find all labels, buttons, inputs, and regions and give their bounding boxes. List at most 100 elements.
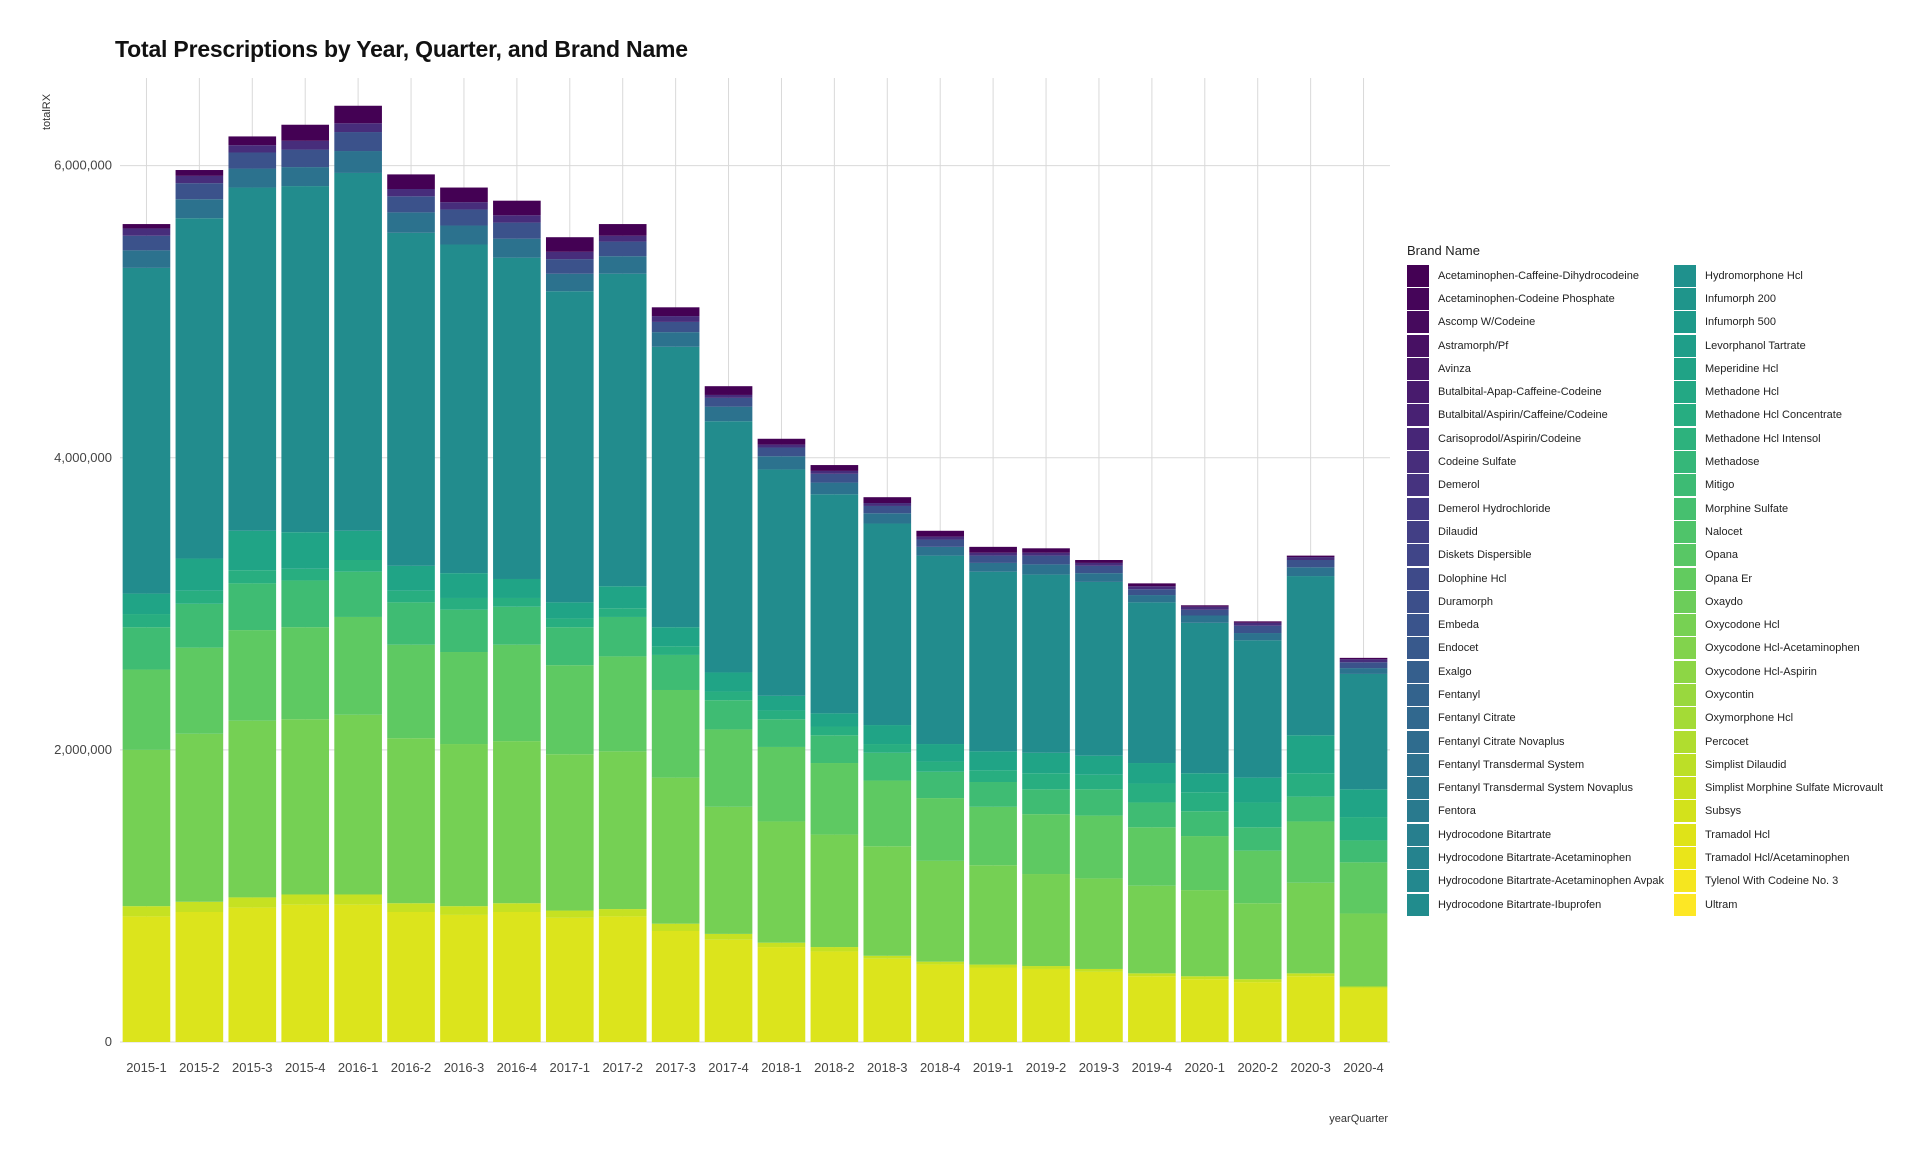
bar-segment <box>175 170 224 176</box>
bar-stack <box>122 224 171 1042</box>
bar-segment <box>281 124 330 141</box>
bar-segment <box>1180 606 1229 610</box>
bar-segment <box>334 105 382 124</box>
bar-segment <box>1233 625 1282 634</box>
legend-item: Oxycodone Hcl <box>1674 613 1920 637</box>
bar-segment <box>1180 609 1229 616</box>
bar-segment <box>1128 595 1176 603</box>
bar-segment <box>1339 817 1388 841</box>
bar-segment <box>704 939 753 1042</box>
bar-segment <box>1339 987 1388 1042</box>
bar-segment <box>228 897 277 908</box>
legend-item: Duramorph <box>1407 590 1664 613</box>
bar-segment <box>863 780 912 847</box>
bar-segment <box>1022 966 1070 969</box>
bar-segment <box>1022 574 1070 753</box>
bar-stack <box>598 224 647 1042</box>
bar-segment <box>1128 885 1176 974</box>
legend-item: Subsys <box>1674 800 1920 823</box>
legend-swatch <box>1407 637 1429 660</box>
legend-swatch <box>1407 520 1429 543</box>
legend-swatch <box>1407 777 1429 800</box>
bar-segment <box>704 421 753 673</box>
legend-item: Methadone Hcl Concentrate <box>1674 404 1920 427</box>
bar-segment <box>969 865 1017 965</box>
bar-segment <box>1180 979 1229 1042</box>
bar-segment <box>810 494 859 714</box>
bar-segment <box>545 251 594 260</box>
bar-segment <box>1233 640 1282 778</box>
bar-segment <box>334 894 382 905</box>
bar-segment <box>440 597 488 610</box>
legend-item: Embeda <box>1407 613 1664 637</box>
legend-swatch <box>1674 427 1696 450</box>
legend-label: Acetaminophen-Codeine Phosphate <box>1438 292 1615 305</box>
bar-segment <box>704 394 753 398</box>
legend-item: Tramadol Hcl <box>1674 823 1920 846</box>
bar-stack <box>1339 657 1388 1042</box>
legend-label: Hydrocodone Bitartrate-Ibuprofen <box>1438 898 1602 911</box>
bar-segment <box>704 406 753 422</box>
legend-swatch <box>1674 637 1696 660</box>
bar-segment <box>1075 560 1123 563</box>
bar-segment <box>863 497 912 504</box>
bar-segment <box>387 912 435 1042</box>
bar-segment <box>440 187 488 203</box>
bar-segment <box>1286 773 1335 797</box>
bar-segment <box>387 590 435 603</box>
x-tick-label: 2018-4 <box>920 1060 960 1075</box>
bar-segment <box>281 568 330 581</box>
legend-swatch <box>1407 311 1429 334</box>
bar-segment <box>810 470 859 474</box>
x-tick-label: 2019-1 <box>973 1060 1013 1075</box>
legend-swatch <box>1407 590 1429 613</box>
legend-swatch <box>1407 614 1429 637</box>
bar-segment <box>1233 622 1282 626</box>
legend-label: Butalbital-Apap-Caffeine-Codeine <box>1438 386 1602 399</box>
bar-segment <box>1022 968 1070 1042</box>
legend-label: Morphine Sulfate <box>1705 502 1789 515</box>
bar-segment <box>1339 986 1388 988</box>
bar-segment <box>122 627 171 670</box>
legend-item: Hydrocodone Bitartrate <box>1407 823 1664 846</box>
bar-segment <box>334 151 382 173</box>
legend-swatch <box>1407 847 1429 870</box>
legend-swatch <box>1674 847 1696 870</box>
bar-segment <box>1180 615 1229 623</box>
bar-segment <box>598 241 647 257</box>
bar-segment <box>440 906 488 915</box>
bar-stack <box>704 386 753 1042</box>
bar-stack <box>175 170 224 1042</box>
legend-swatch <box>1407 404 1429 427</box>
bar-segment <box>228 583 277 631</box>
bar-segment <box>1075 562 1123 566</box>
bar-segment <box>863 846 912 956</box>
bar-segment <box>598 273 647 587</box>
bar-segment <box>757 719 806 747</box>
bar-segment <box>1128 802 1176 828</box>
legend-swatch <box>1674 334 1696 357</box>
x-tick-label: 2015-3 <box>232 1060 272 1075</box>
legend-swatch <box>1674 404 1696 427</box>
bar-segment <box>175 199 224 219</box>
bar-segment <box>969 571 1017 752</box>
legend-item: Hydrocodone Bitartrate-Acetaminophen Avp… <box>1407 870 1664 893</box>
legend-label: Embeda <box>1438 619 1479 632</box>
legend-label: Opana <box>1705 549 1739 562</box>
bar-segment <box>1286 821 1335 883</box>
bar-segment <box>598 235 647 242</box>
legend-column-1: Acetaminophen-Caffeine-Dihydrocodeine Ace… <box>1407 264 1664 916</box>
legend-item: Astramorph/Pf <box>1407 334 1664 357</box>
bar-segment <box>387 738 435 904</box>
bar-segment <box>969 967 1017 1042</box>
legend-swatch <box>1674 590 1696 613</box>
x-tick-label: 2018-1 <box>761 1060 801 1075</box>
legend-swatch <box>1407 334 1429 357</box>
bar-segment <box>493 238 541 258</box>
legend-swatch <box>1407 357 1429 380</box>
bar-segment <box>916 546 965 556</box>
bar-segment <box>1286 882 1335 974</box>
legend-swatch <box>1674 520 1696 543</box>
bar-segment <box>704 691 753 701</box>
bar-segment <box>651 646 700 655</box>
